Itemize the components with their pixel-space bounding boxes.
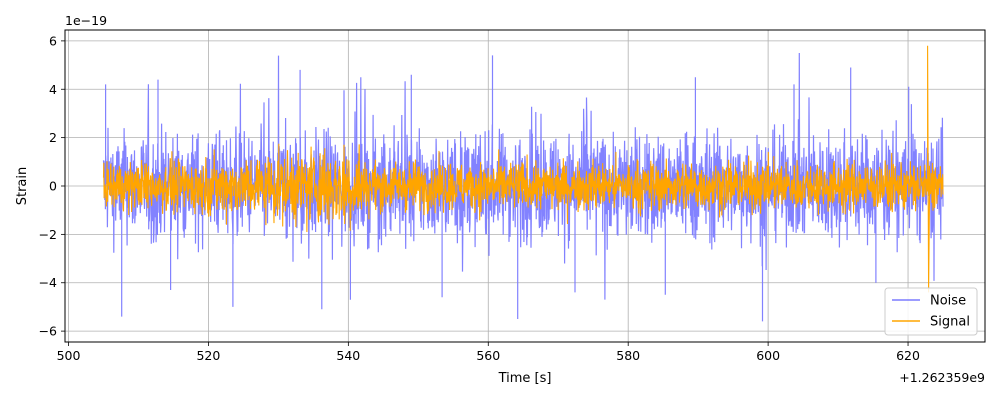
y-tick-label: 2 xyxy=(49,130,57,145)
y-tick-label: −4 xyxy=(39,275,57,290)
legend-label-signal: Signal xyxy=(930,315,970,330)
series-line-noise xyxy=(102,52,944,322)
x-tick-label: 500 xyxy=(57,348,81,363)
ticks: 500 520 540 560 580 600 620 −6 −4 −2 0 2 4 6 xyxy=(39,33,920,363)
y-tick-label: −6 xyxy=(39,324,57,339)
legend: Noise Signal xyxy=(884,287,978,336)
y-tick-label: 6 xyxy=(49,33,57,48)
series-layer xyxy=(102,45,944,322)
x-tick-label: 540 xyxy=(336,348,360,363)
x-tick-label: 600 xyxy=(756,348,780,363)
y-axis-label: Strain xyxy=(15,167,30,206)
legend-label-noise: Noise xyxy=(930,294,966,309)
y-tick-label: 4 xyxy=(49,82,57,97)
x-tick-label: 520 xyxy=(196,348,220,363)
series-line-signal xyxy=(102,45,944,293)
x-tick-label: 620 xyxy=(896,348,920,363)
x-offset-label: +1.262359e9 xyxy=(899,370,985,385)
y-tick-label: 0 xyxy=(49,179,57,194)
y-tick-label: −2 xyxy=(39,227,57,242)
y-scale-label: 1e−19 xyxy=(65,13,107,28)
x-axis-label: Time [s] xyxy=(498,371,552,386)
x-tick-label: 580 xyxy=(616,348,640,363)
x-tick-label: 560 xyxy=(476,348,500,363)
